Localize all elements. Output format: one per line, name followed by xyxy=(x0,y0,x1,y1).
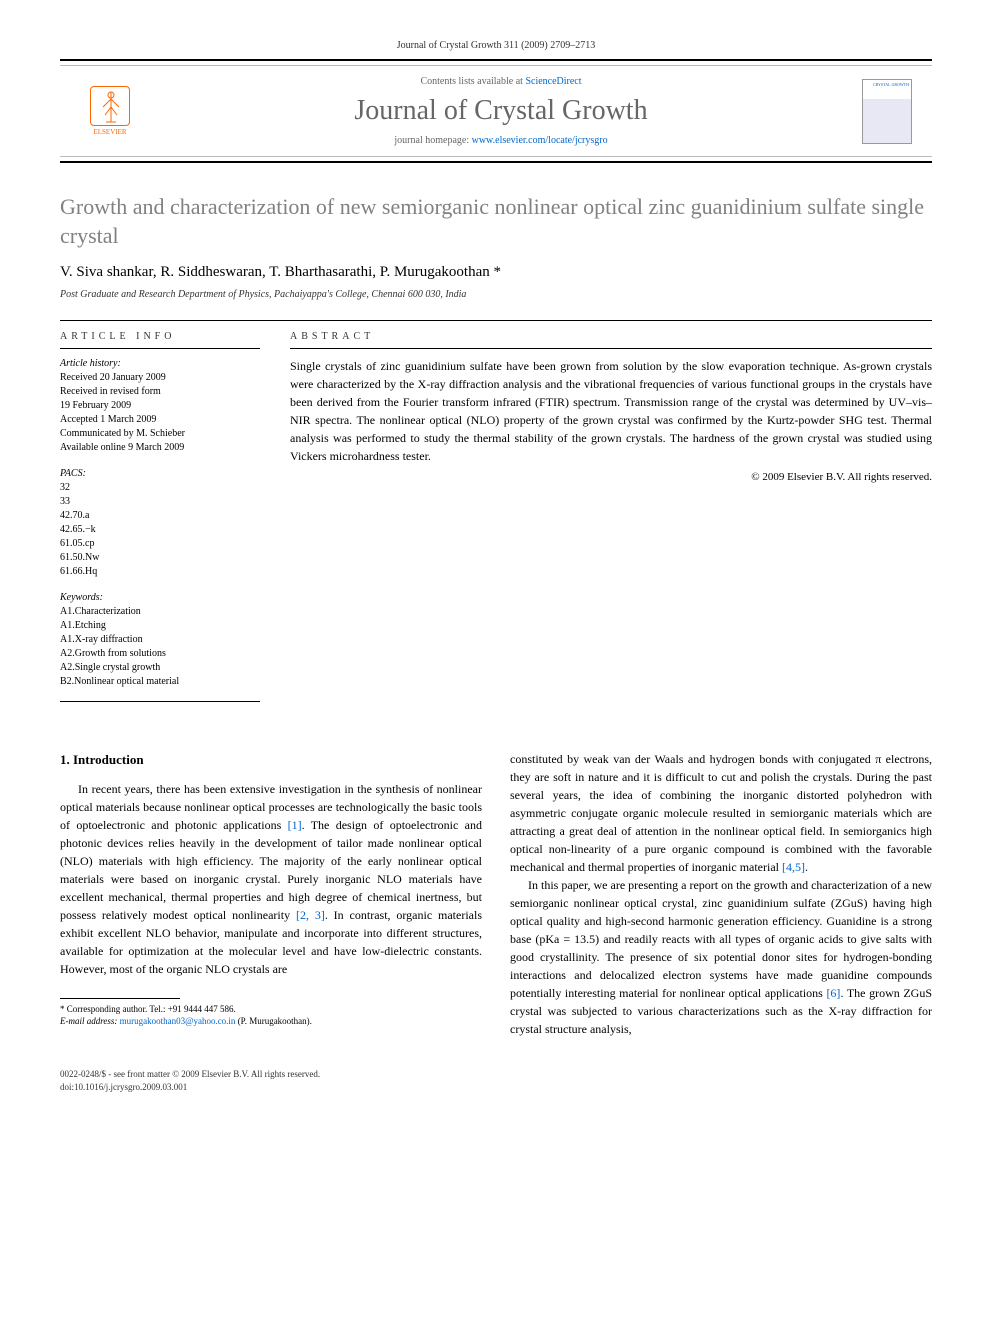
article-title: Growth and characterization of new semio… xyxy=(60,193,932,250)
intro-para-3: In this paper, we are presenting a repor… xyxy=(510,876,932,1038)
homepage-link[interactable]: www.elsevier.com/locate/jcrysgro xyxy=(472,135,608,146)
article-history: Article history: Received 20 January 200… xyxy=(60,357,260,455)
homepage-line: journal homepage: www.elsevier.com/locat… xyxy=(140,135,862,146)
info-rule-1 xyxy=(60,348,260,349)
citation-2-3[interactable]: [2, 3] xyxy=(296,908,325,922)
journal-name: Journal of Crystal Growth xyxy=(140,95,862,127)
top-rule xyxy=(60,59,932,61)
info-abstract-row: ARTICLE INFO Article history: Received 2… xyxy=(60,331,932,710)
front-matter-line: 0022-0248/$ - see front matter © 2009 El… xyxy=(60,1068,932,1081)
doi-line: doi:10.1016/j.jcrysgro.2009.03.001 xyxy=(60,1081,932,1094)
footer: 0022-0248/$ - see front matter © 2009 El… xyxy=(60,1068,932,1093)
email-link[interactable]: murugakoothan03@yahoo.co.in xyxy=(120,1016,236,1026)
elsevier-tree-icon xyxy=(90,86,130,126)
elsevier-logo: ELSEVIER xyxy=(80,81,140,141)
article-info-label: ARTICLE INFO xyxy=(60,331,260,342)
sciencedirect-link[interactable]: ScienceDirect xyxy=(525,76,581,87)
citation-1[interactable]: [1] xyxy=(288,818,302,832)
abstract-text: Single crystals of zinc guanidinium sulf… xyxy=(290,357,932,465)
intro-para-2: constituted by weak van der Waals and hy… xyxy=(510,750,932,876)
header-center: Contents lists available at ScienceDirec… xyxy=(140,76,862,146)
info-rule-2 xyxy=(60,701,260,702)
citation-6[interactable]: [6] xyxy=(826,986,840,1000)
authors: V. Siva shankar, R. Siddheswaran, T. Bha… xyxy=(60,264,932,281)
corresponding-footnote: * Corresponding author. Tel.: +91 9444 4… xyxy=(60,1003,482,1028)
publisher-label: ELSEVIER xyxy=(93,128,126,136)
journal-cover-thumbnail: CRYSTAL GROWTH xyxy=(862,79,912,144)
article-info-column: ARTICLE INFO Article history: Received 2… xyxy=(60,331,260,710)
contents-line: Contents lists available at ScienceDirec… xyxy=(140,76,862,87)
keywords-block: Keywords: A1.Characterization A1.Etching… xyxy=(60,591,260,689)
citation-4-5[interactable]: [4,5] xyxy=(782,860,805,874)
pacs-block: PACS: 32 33 42.70.a 42.65.−k 61.05.cp 61… xyxy=(60,467,260,579)
abstract-column: ABSTRACT Single crystals of zinc guanidi… xyxy=(290,331,932,710)
body-text: 1. Introduction In recent years, there h… xyxy=(60,750,932,1038)
footnote-separator xyxy=(60,998,180,999)
journal-header-box: ELSEVIER Contents lists available at Sci… xyxy=(60,65,932,157)
affiliation: Post Graduate and Research Department of… xyxy=(60,289,932,300)
header-bottom-rule xyxy=(60,161,932,163)
abstract-label: ABSTRACT xyxy=(290,331,932,342)
journal-reference: Journal of Crystal Growth 311 (2009) 270… xyxy=(60,40,932,51)
affiliation-rule xyxy=(60,320,932,321)
intro-para-1: In recent years, there has been extensiv… xyxy=(60,780,482,978)
abstract-copyright: © 2009 Elsevier B.V. All rights reserved… xyxy=(290,471,932,483)
corresponding-mark: * xyxy=(494,264,502,280)
abstract-rule xyxy=(290,348,932,349)
section-heading: 1. Introduction xyxy=(60,750,482,770)
